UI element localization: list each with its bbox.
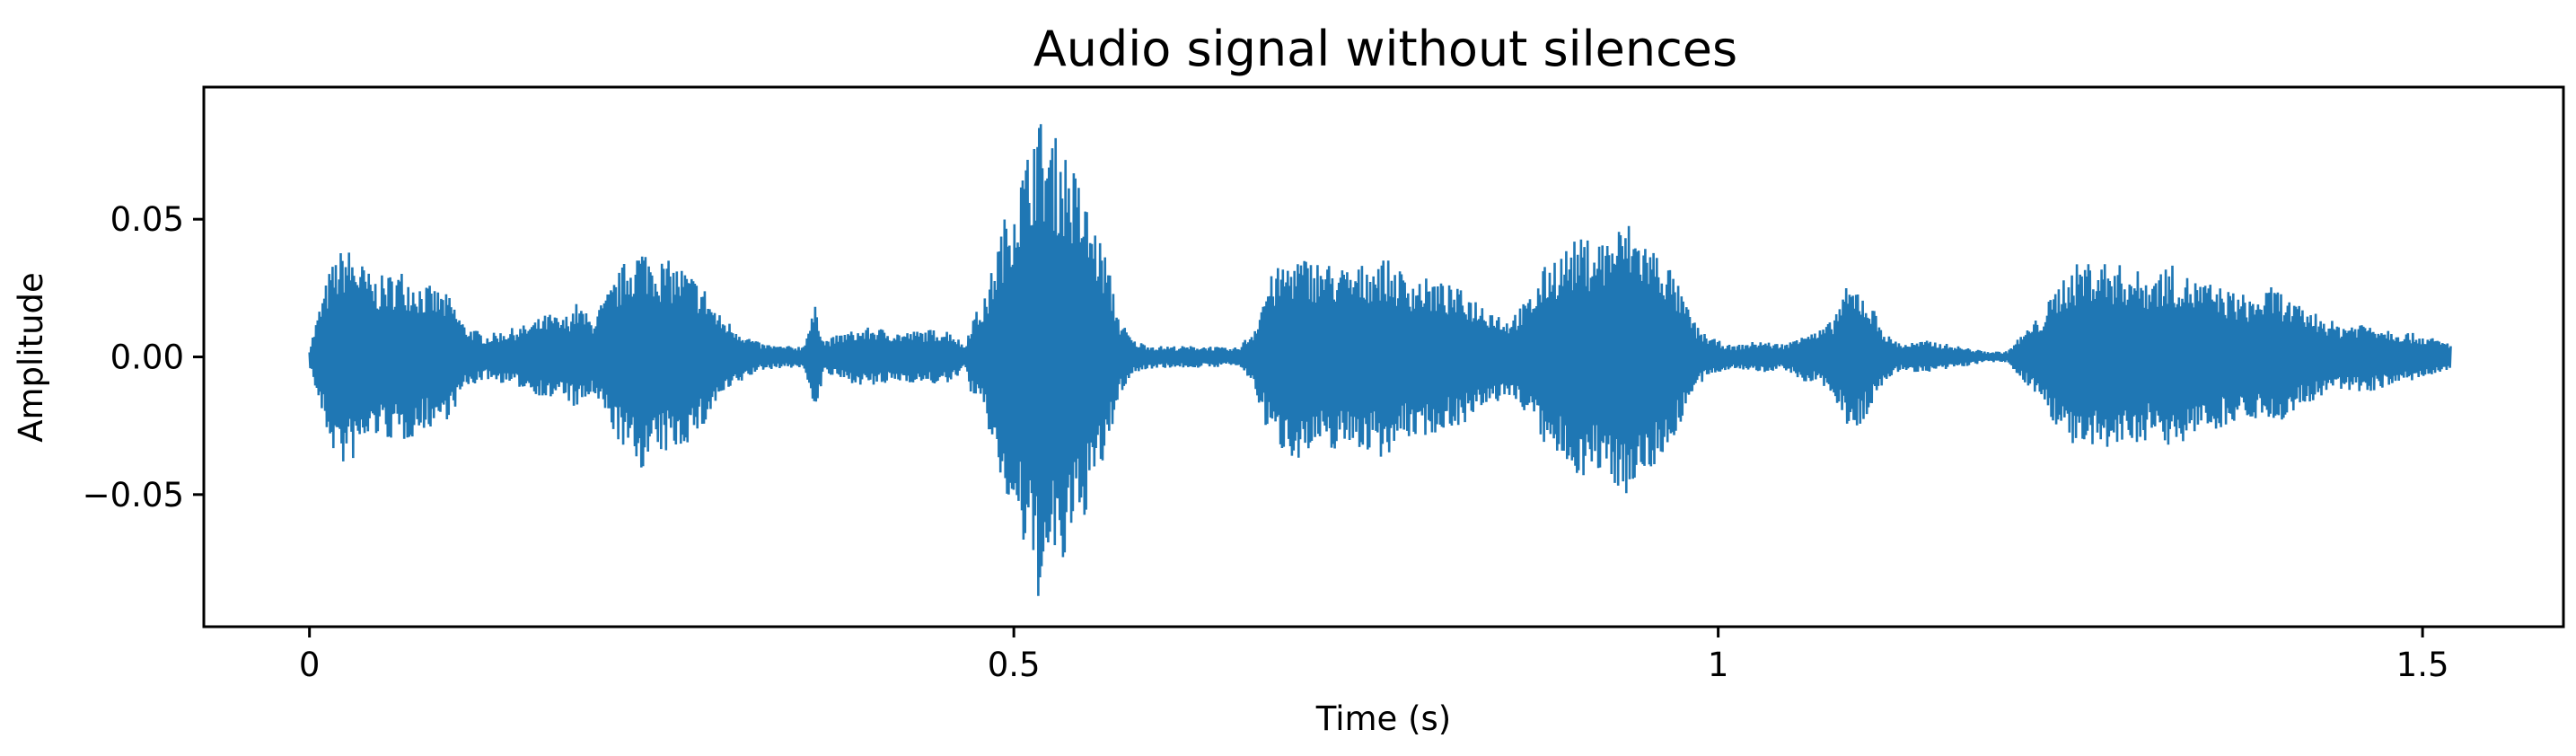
chart-title: Audio signal without silences	[1033, 21, 1737, 77]
y-tick-label: 0.00	[110, 338, 184, 377]
x-tick-label: 1	[1708, 646, 1729, 684]
y-axis-ticks: 0.05 0.00 −0.05	[83, 200, 204, 514]
y-tick-label: 0.05	[110, 200, 184, 239]
x-axis-label: Time (s)	[1315, 699, 1451, 738]
series-line	[308, 124, 2452, 596]
y-axis-label: Amplitude	[12, 272, 50, 443]
y-tick-label: −0.05	[83, 476, 184, 514]
x-tick-label: 0	[299, 646, 321, 684]
x-tick-label: 1.5	[2396, 646, 2449, 684]
x-tick-label: 0.5	[988, 646, 1041, 684]
series-layer	[308, 124, 2452, 596]
x-axis-ticks: 0 0.5 1 1.5	[299, 627, 2449, 684]
